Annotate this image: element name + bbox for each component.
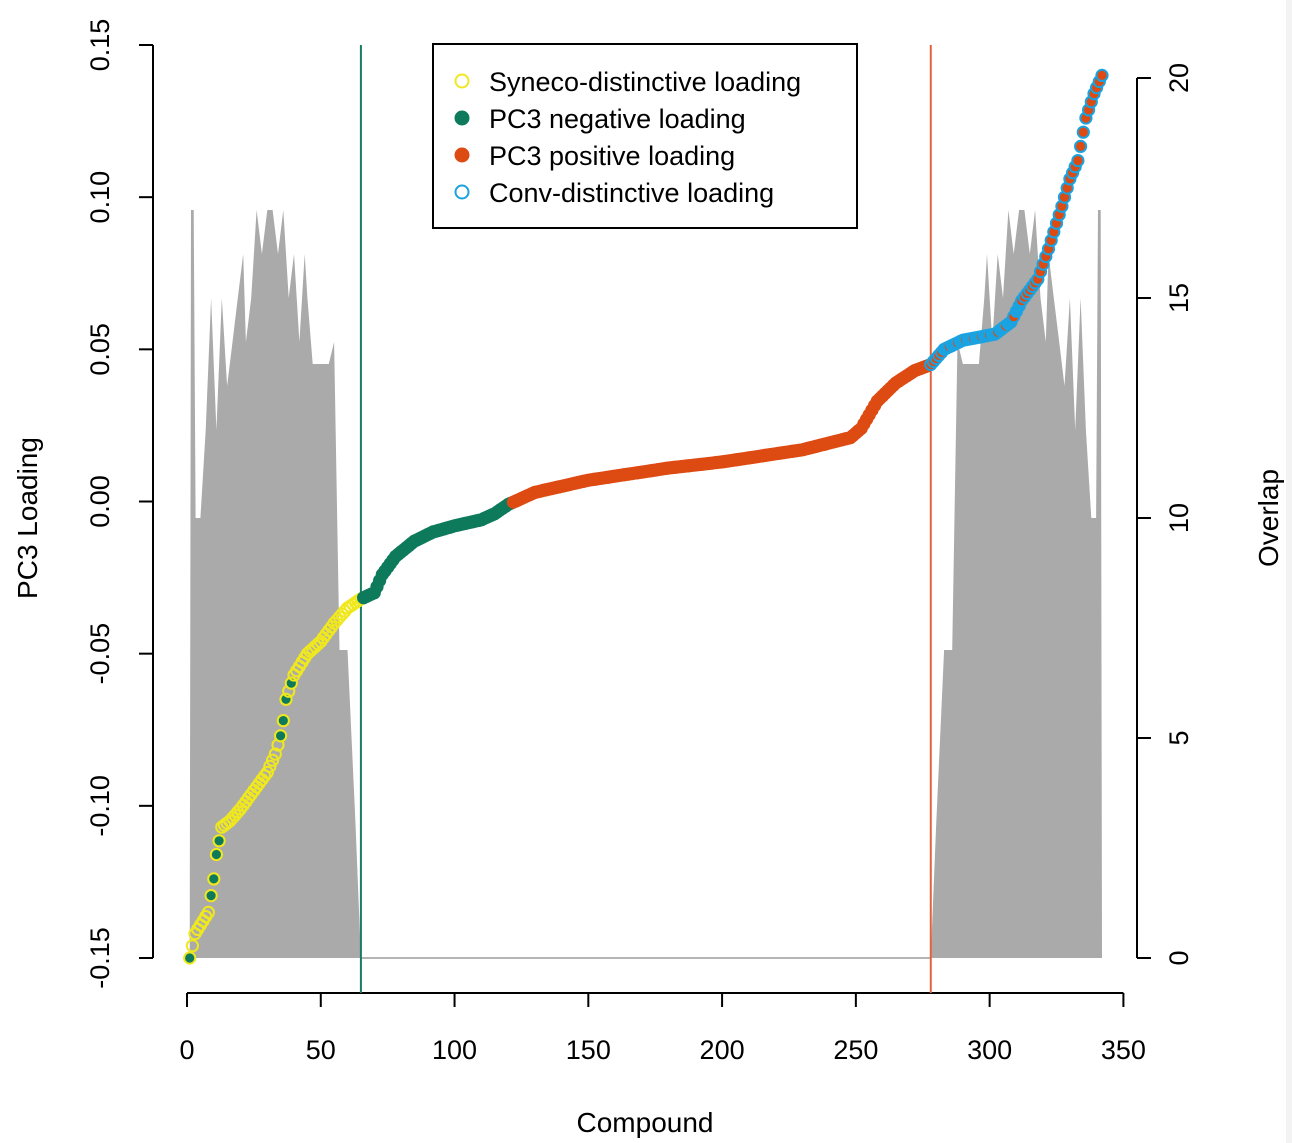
y-tick-label: -0.10 bbox=[85, 775, 115, 837]
y2-tick-label: 20 bbox=[1164, 63, 1194, 93]
axes-layer: -0.15-0.10-0.050.000.050.100.15051015200… bbox=[85, 19, 1194, 1065]
point-syneco-negative bbox=[212, 834, 226, 848]
point-conv-positive bbox=[1074, 139, 1088, 153]
legend-marker bbox=[454, 184, 470, 200]
legend-marker bbox=[454, 110, 470, 126]
point-syneco bbox=[185, 939, 199, 953]
legend: Syneco-distinctive loading PC3 negative l… bbox=[432, 43, 858, 229]
legend-label: PC3 positive loading bbox=[489, 141, 735, 171]
y2-tick-label: 10 bbox=[1164, 503, 1194, 533]
x-tick-label: 350 bbox=[1101, 1035, 1146, 1065]
axis-labels-layer: Compound PC3 Loading Overlap bbox=[12, 437, 1284, 1138]
point-syneco bbox=[263, 759, 277, 773]
legend-label: Syneco-distinctive loading bbox=[489, 67, 801, 97]
point-syneco-negative bbox=[274, 729, 288, 743]
y-tick-label: 0.15 bbox=[85, 19, 115, 72]
y-axis-title: PC3 Loading bbox=[12, 437, 43, 599]
y-tick-label: -0.15 bbox=[85, 927, 115, 989]
point-conv-positive bbox=[1076, 125, 1090, 139]
point-syneco-negative bbox=[204, 889, 218, 903]
x-tick-label: 250 bbox=[833, 1035, 878, 1065]
x-tick-label: 100 bbox=[432, 1035, 477, 1065]
point-syneco-negative bbox=[207, 872, 221, 886]
point-syneco-negative bbox=[276, 714, 290, 728]
legend-marker bbox=[454, 147, 470, 163]
point-syneco-negative bbox=[183, 951, 197, 965]
point-syneco bbox=[260, 765, 274, 780]
point-syneco bbox=[268, 747, 282, 761]
x-tick-label: 300 bbox=[967, 1035, 1012, 1065]
y2-axis-title: Overlap bbox=[1253, 469, 1284, 567]
legend-box bbox=[432, 43, 858, 229]
y-tick-label: -0.05 bbox=[85, 623, 115, 685]
overlap-area-right bbox=[930, 210, 1102, 958]
y2-tick-label: 0 bbox=[1164, 950, 1194, 965]
legend-label: PC3 negative loading bbox=[489, 104, 746, 134]
y2-tick-label: 5 bbox=[1164, 730, 1194, 745]
legend-label: Conv-distinctive loading bbox=[489, 178, 774, 208]
x-tick-label: 50 bbox=[306, 1035, 336, 1065]
cutoff-lines-layer bbox=[359, 45, 932, 993]
y2-tick-label: 15 bbox=[1164, 283, 1194, 313]
data-points-layer bbox=[183, 68, 1109, 965]
overlap-area-layer bbox=[189, 210, 1102, 959]
point-conv-positive bbox=[1071, 154, 1085, 168]
legend-marker bbox=[454, 73, 470, 89]
point-syneco-negative bbox=[209, 847, 223, 862]
point-conv-positive bbox=[1095, 68, 1109, 83]
overlap-area-left bbox=[189, 210, 361, 958]
x-tick-label: 0 bbox=[179, 1035, 194, 1065]
point-syneco bbox=[266, 753, 280, 767]
y-tick-label: 0.00 bbox=[85, 475, 115, 528]
x-tick-label: 200 bbox=[700, 1035, 745, 1065]
edge-strip bbox=[1286, 0, 1292, 1143]
y-tick-label: 0.05 bbox=[85, 323, 115, 376]
point-syneco bbox=[201, 905, 215, 920]
x-tick-label: 150 bbox=[566, 1035, 611, 1065]
x-axis-title: Compound bbox=[577, 1107, 714, 1138]
y-tick-label: 0.10 bbox=[85, 171, 115, 224]
